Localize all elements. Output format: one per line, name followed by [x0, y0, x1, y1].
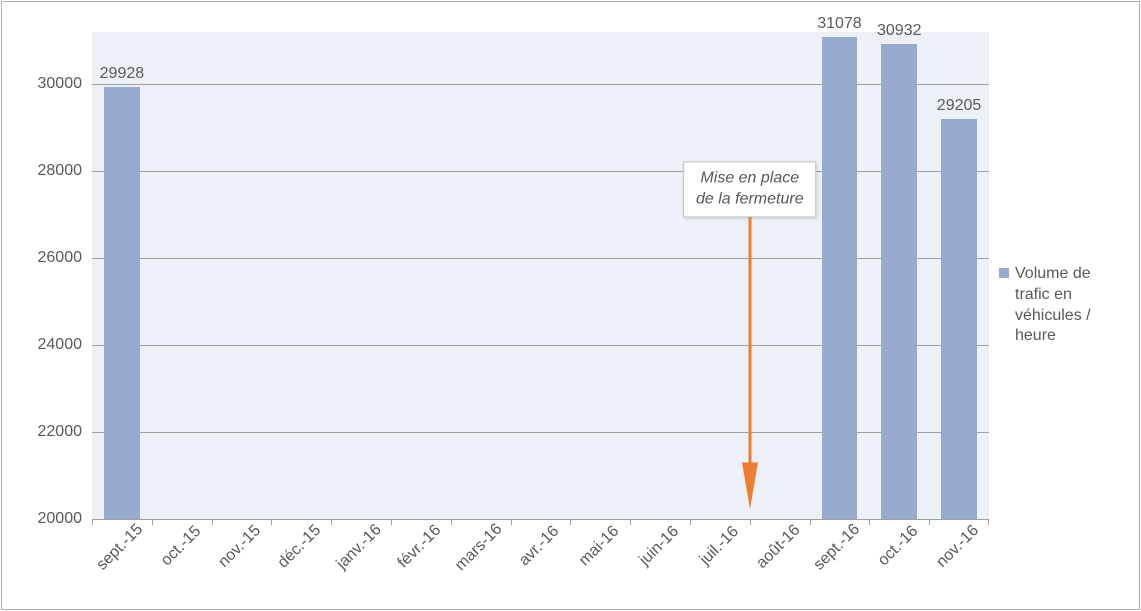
x-tick-slot: oct.-16	[869, 519, 929, 609]
y-tick-label: 30000	[38, 75, 93, 93]
bar	[822, 37, 858, 519]
x-tick-label: nov.-15	[216, 522, 266, 572]
chart-container: 20000 22000 24000 26000 28000 30000 29928 3107…	[1, 1, 1140, 610]
x-tick-slot: mars-16	[451, 519, 511, 609]
legend-label: Volume de trafic en véhicules / heure	[1015, 264, 1129, 347]
x-tick-mark	[869, 519, 870, 525]
x-tick-slot: nov.-15	[212, 519, 272, 609]
bar-value-label: 30932	[877, 22, 922, 40]
x-tick-mark	[988, 519, 989, 525]
bar-slot	[451, 32, 511, 519]
x-tick-slot: janv.-16	[331, 519, 391, 609]
x-axis-ticks: sept.-15oct.-15 nov.-15déc.-15janv.-16fév…	[92, 519, 989, 609]
x-tick-slot: oct.-15	[152, 519, 212, 609]
bar-slot: 29928	[92, 32, 152, 519]
x-tick-label: mars-16	[452, 521, 506, 575]
x-tick-label: nov.-16	[933, 522, 983, 572]
bar-slot: 31078	[810, 32, 870, 519]
x-tick-slot: juil.-16	[690, 519, 750, 609]
bar-slot	[391, 32, 451, 519]
bar-value-label: 29928	[100, 65, 145, 83]
x-tick-slot: juin-16	[630, 519, 690, 609]
x-tick-slot: mai-16	[570, 519, 630, 609]
x-tick-label: oct.-16	[875, 523, 922, 570]
bar	[941, 119, 977, 519]
x-tick-slot: sept.-16	[810, 519, 870, 609]
bar-slot	[331, 32, 391, 519]
x-tick-mark	[331, 519, 332, 525]
x-tick-mark	[92, 519, 93, 525]
x-tick-label: sept.-15	[93, 521, 147, 575]
bar-slot	[212, 32, 272, 519]
bar-slot: 30932	[869, 32, 929, 519]
x-tick-label: févr.-16	[394, 522, 444, 572]
x-tick-slot: avr.-16	[511, 519, 571, 609]
plot-area: 200002200024000260002800030000 299283107…	[92, 32, 989, 519]
x-tick-slot: févr.-16	[391, 519, 451, 609]
x-tick-mark	[690, 519, 691, 525]
bar-slot	[570, 32, 630, 519]
x-tick-label: janv.-16	[333, 521, 385, 573]
y-tick-label: 22000	[38, 423, 93, 441]
legend: Volume de trafic en véhicules / heure	[999, 2, 1139, 609]
chart-main: 20000 22000 24000 26000 28000 30000 29928 3107…	[2, 2, 999, 609]
x-tick-mark	[750, 519, 751, 525]
x-tick-mark	[630, 519, 631, 525]
x-tick-label: avr.-16	[516, 523, 563, 570]
x-tick-label: juil.-16	[697, 523, 743, 569]
legend-item: Volume de trafic en véhicules / heure	[999, 264, 1129, 347]
y-tick-label: 24000	[38, 336, 93, 354]
x-tick-mark	[929, 519, 930, 525]
annotation-line1: Mise en place	[696, 168, 804, 189]
y-tick-label: 20000	[38, 510, 93, 528]
bar-slot	[152, 32, 212, 519]
x-tick-mark	[152, 519, 153, 525]
x-tick-mark	[271, 519, 272, 525]
x-tick-label: déc.-15	[275, 522, 325, 572]
annotation-box: Mise en placede la fermeture	[683, 161, 817, 217]
bar-value-label: 31078	[817, 15, 862, 33]
annotation-line2: de la fermeture	[696, 189, 804, 210]
x-tick-mark	[570, 519, 571, 525]
x-tick-slot: nov.-16	[929, 519, 989, 609]
x-tick-label: août-16	[753, 521, 804, 572]
x-tick-slot: sept.-15	[92, 519, 152, 609]
x-tick-mark	[810, 519, 811, 525]
x-tick-label: juin-16	[636, 523, 683, 570]
x-tick-label: mai-16	[576, 523, 623, 570]
bar-value-label: 29205	[937, 97, 982, 115]
y-tick-label: 28000	[38, 162, 93, 180]
bar-slot	[511, 32, 571, 519]
x-tick-mark	[391, 519, 392, 525]
bar	[104, 87, 140, 519]
bar-slot	[271, 32, 331, 519]
bar-slot: 29205	[929, 32, 989, 519]
y-tick-label: 26000	[38, 249, 93, 267]
x-tick-label: oct.-15	[157, 523, 204, 570]
bar	[881, 44, 917, 519]
x-tick-slot: août-16	[750, 519, 810, 609]
x-tick-mark	[212, 519, 213, 525]
x-tick-mark	[451, 519, 452, 525]
x-tick-mark	[511, 519, 512, 525]
legend-swatch	[999, 268, 1009, 278]
bar-slot	[630, 32, 690, 519]
bars-group: 29928 3107830932 29205	[92, 32, 989, 519]
x-tick-label: sept.-16	[811, 521, 865, 575]
x-tick-slot: déc.-15	[271, 519, 331, 609]
annotation-arrow	[738, 217, 762, 509]
